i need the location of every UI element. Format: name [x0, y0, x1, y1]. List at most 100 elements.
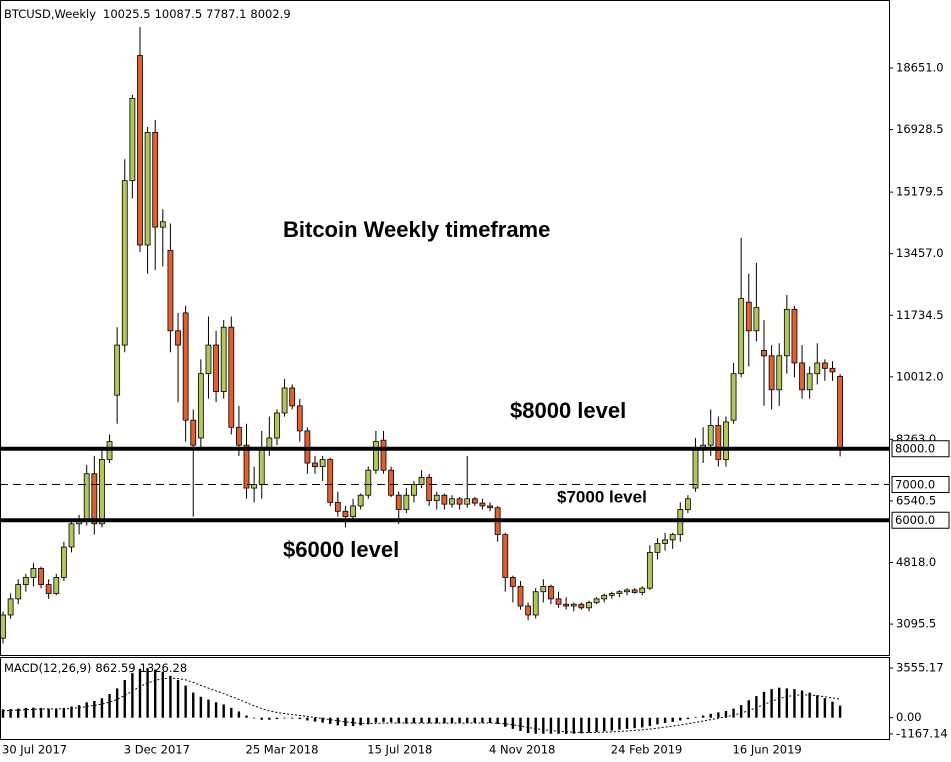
- macd-bar: [420, 717, 423, 723]
- macd-bar: [496, 717, 499, 724]
- candle-body: [372, 441, 379, 471]
- candle-body: [821, 362, 828, 369]
- annotation: $6000 level: [283, 537, 399, 562]
- candle-body: [357, 494, 364, 507]
- macd-bar: [648, 717, 652, 727]
- annotation: Bitcoin Weekly timeframe: [283, 217, 550, 242]
- y-tick-label: 3095.5: [896, 617, 936, 631]
- annotation: $7000 level: [557, 487, 647, 506]
- candle-body: [45, 584, 52, 594]
- macd-bar: [123, 680, 126, 718]
- candle-body: [289, 387, 296, 407]
- macd-bar: [336, 717, 340, 726]
- macd-bar: [838, 705, 842, 718]
- candle-body: [258, 448, 265, 485]
- macd-bar: [412, 717, 416, 724]
- macd-bar: [131, 673, 134, 718]
- macd-bar: [473, 717, 477, 723]
- candle-body: [715, 425, 722, 460]
- candle-body: [380, 439, 387, 471]
- macd-bar: [47, 708, 50, 718]
- candle-body: [403, 494, 410, 510]
- macd-bar: [519, 717, 522, 731]
- candle-body: [761, 350, 767, 357]
- candle-body: [30, 568, 37, 578]
- macd-bar: [458, 717, 461, 723]
- candle-body: [83, 473, 90, 521]
- macd-bar: [39, 707, 43, 718]
- macd-bar: [192, 692, 195, 718]
- y-tick-label: 4818.0: [896, 555, 936, 569]
- candle-body: [426, 476, 433, 501]
- candle-body: [608, 593, 615, 596]
- y-tick-label: -1167.14: [896, 726, 948, 740]
- candle-body: [685, 498, 691, 510]
- open-readout: 10025.5: [103, 7, 151, 21]
- macd-bar: [580, 717, 583, 734]
- candle-body: [639, 587, 646, 593]
- candle-body: [0, 614, 6, 639]
- macd-bar: [17, 708, 20, 718]
- candle-body: [60, 546, 67, 578]
- annotation: $8000 level: [510, 398, 626, 423]
- macd-bar: [717, 712, 720, 718]
- candle-body: [616, 591, 623, 594]
- macd-bar: [481, 717, 484, 723]
- y-tick-label: 11734.5: [896, 308, 944, 322]
- candle-body: [631, 589, 638, 593]
- candle-body: [624, 589, 630, 593]
- candle-body: [479, 502, 486, 507]
- macd-title: MACD(12,26,9): [4, 661, 91, 675]
- macd-bar: [641, 717, 644, 728]
- candle-body: [464, 498, 471, 505]
- signal-line: [2, 677, 841, 733]
- macd-bar: [207, 699, 210, 718]
- y-tick-label: 15179.5: [896, 185, 944, 199]
- candle-body: [471, 498, 478, 504]
- macd-bar: [397, 717, 400, 724]
- macd-bar: [351, 717, 355, 727]
- macd-bar: [633, 717, 636, 729]
- candle-body: [22, 577, 29, 585]
- candle-body: [586, 602, 592, 609]
- macd-bar: [572, 717, 575, 734]
- candle-body: [776, 355, 783, 391]
- macd-bar: [329, 717, 332, 724]
- candle-body: [829, 367, 836, 373]
- macd-bar: [831, 701, 834, 718]
- macd-bar: [290, 717, 294, 719]
- candle-body: [837, 375, 843, 450]
- macd-bar: [587, 717, 591, 733]
- candle-body: [365, 469, 372, 496]
- macd-bar: [709, 713, 712, 718]
- macd-bar: [359, 717, 362, 726]
- candle-body: [745, 301, 752, 332]
- macd-readout: 862.59: [95, 661, 135, 675]
- candle-body: [707, 425, 714, 446]
- candle-body: [274, 412, 280, 439]
- macd-bar: [138, 668, 142, 718]
- macd-bar: [595, 717, 598, 733]
- candle-body: [799, 362, 805, 391]
- macd-bar: [306, 717, 309, 721]
- level-label: 7000.0: [895, 477, 935, 491]
- macd-bar: [618, 717, 621, 730]
- candle-body: [738, 298, 745, 375]
- candle-body: [517, 585, 524, 607]
- macd-bar: [739, 705, 743, 718]
- macd-bar: [701, 715, 705, 718]
- candle-body: [593, 598, 600, 603]
- candle-body: [129, 98, 136, 182]
- y-tick-label: 13457.0: [896, 246, 944, 260]
- macd-bar: [816, 695, 819, 718]
- candle-body: [281, 387, 288, 414]
- candle-body: [159, 221, 166, 228]
- y-tick-label: 16928.5: [896, 122, 944, 136]
- chart-header: BTCUSD,Weekly 10025.5 10087.5 7787.1 8002.9: [4, 7, 291, 21]
- candle-body: [68, 523, 75, 548]
- macd-bar: [100, 698, 104, 718]
- macd-bar: [823, 698, 827, 718]
- candle-body: [334, 501, 341, 512]
- macd-bar: [1, 709, 5, 718]
- candle-body: [692, 448, 699, 489]
